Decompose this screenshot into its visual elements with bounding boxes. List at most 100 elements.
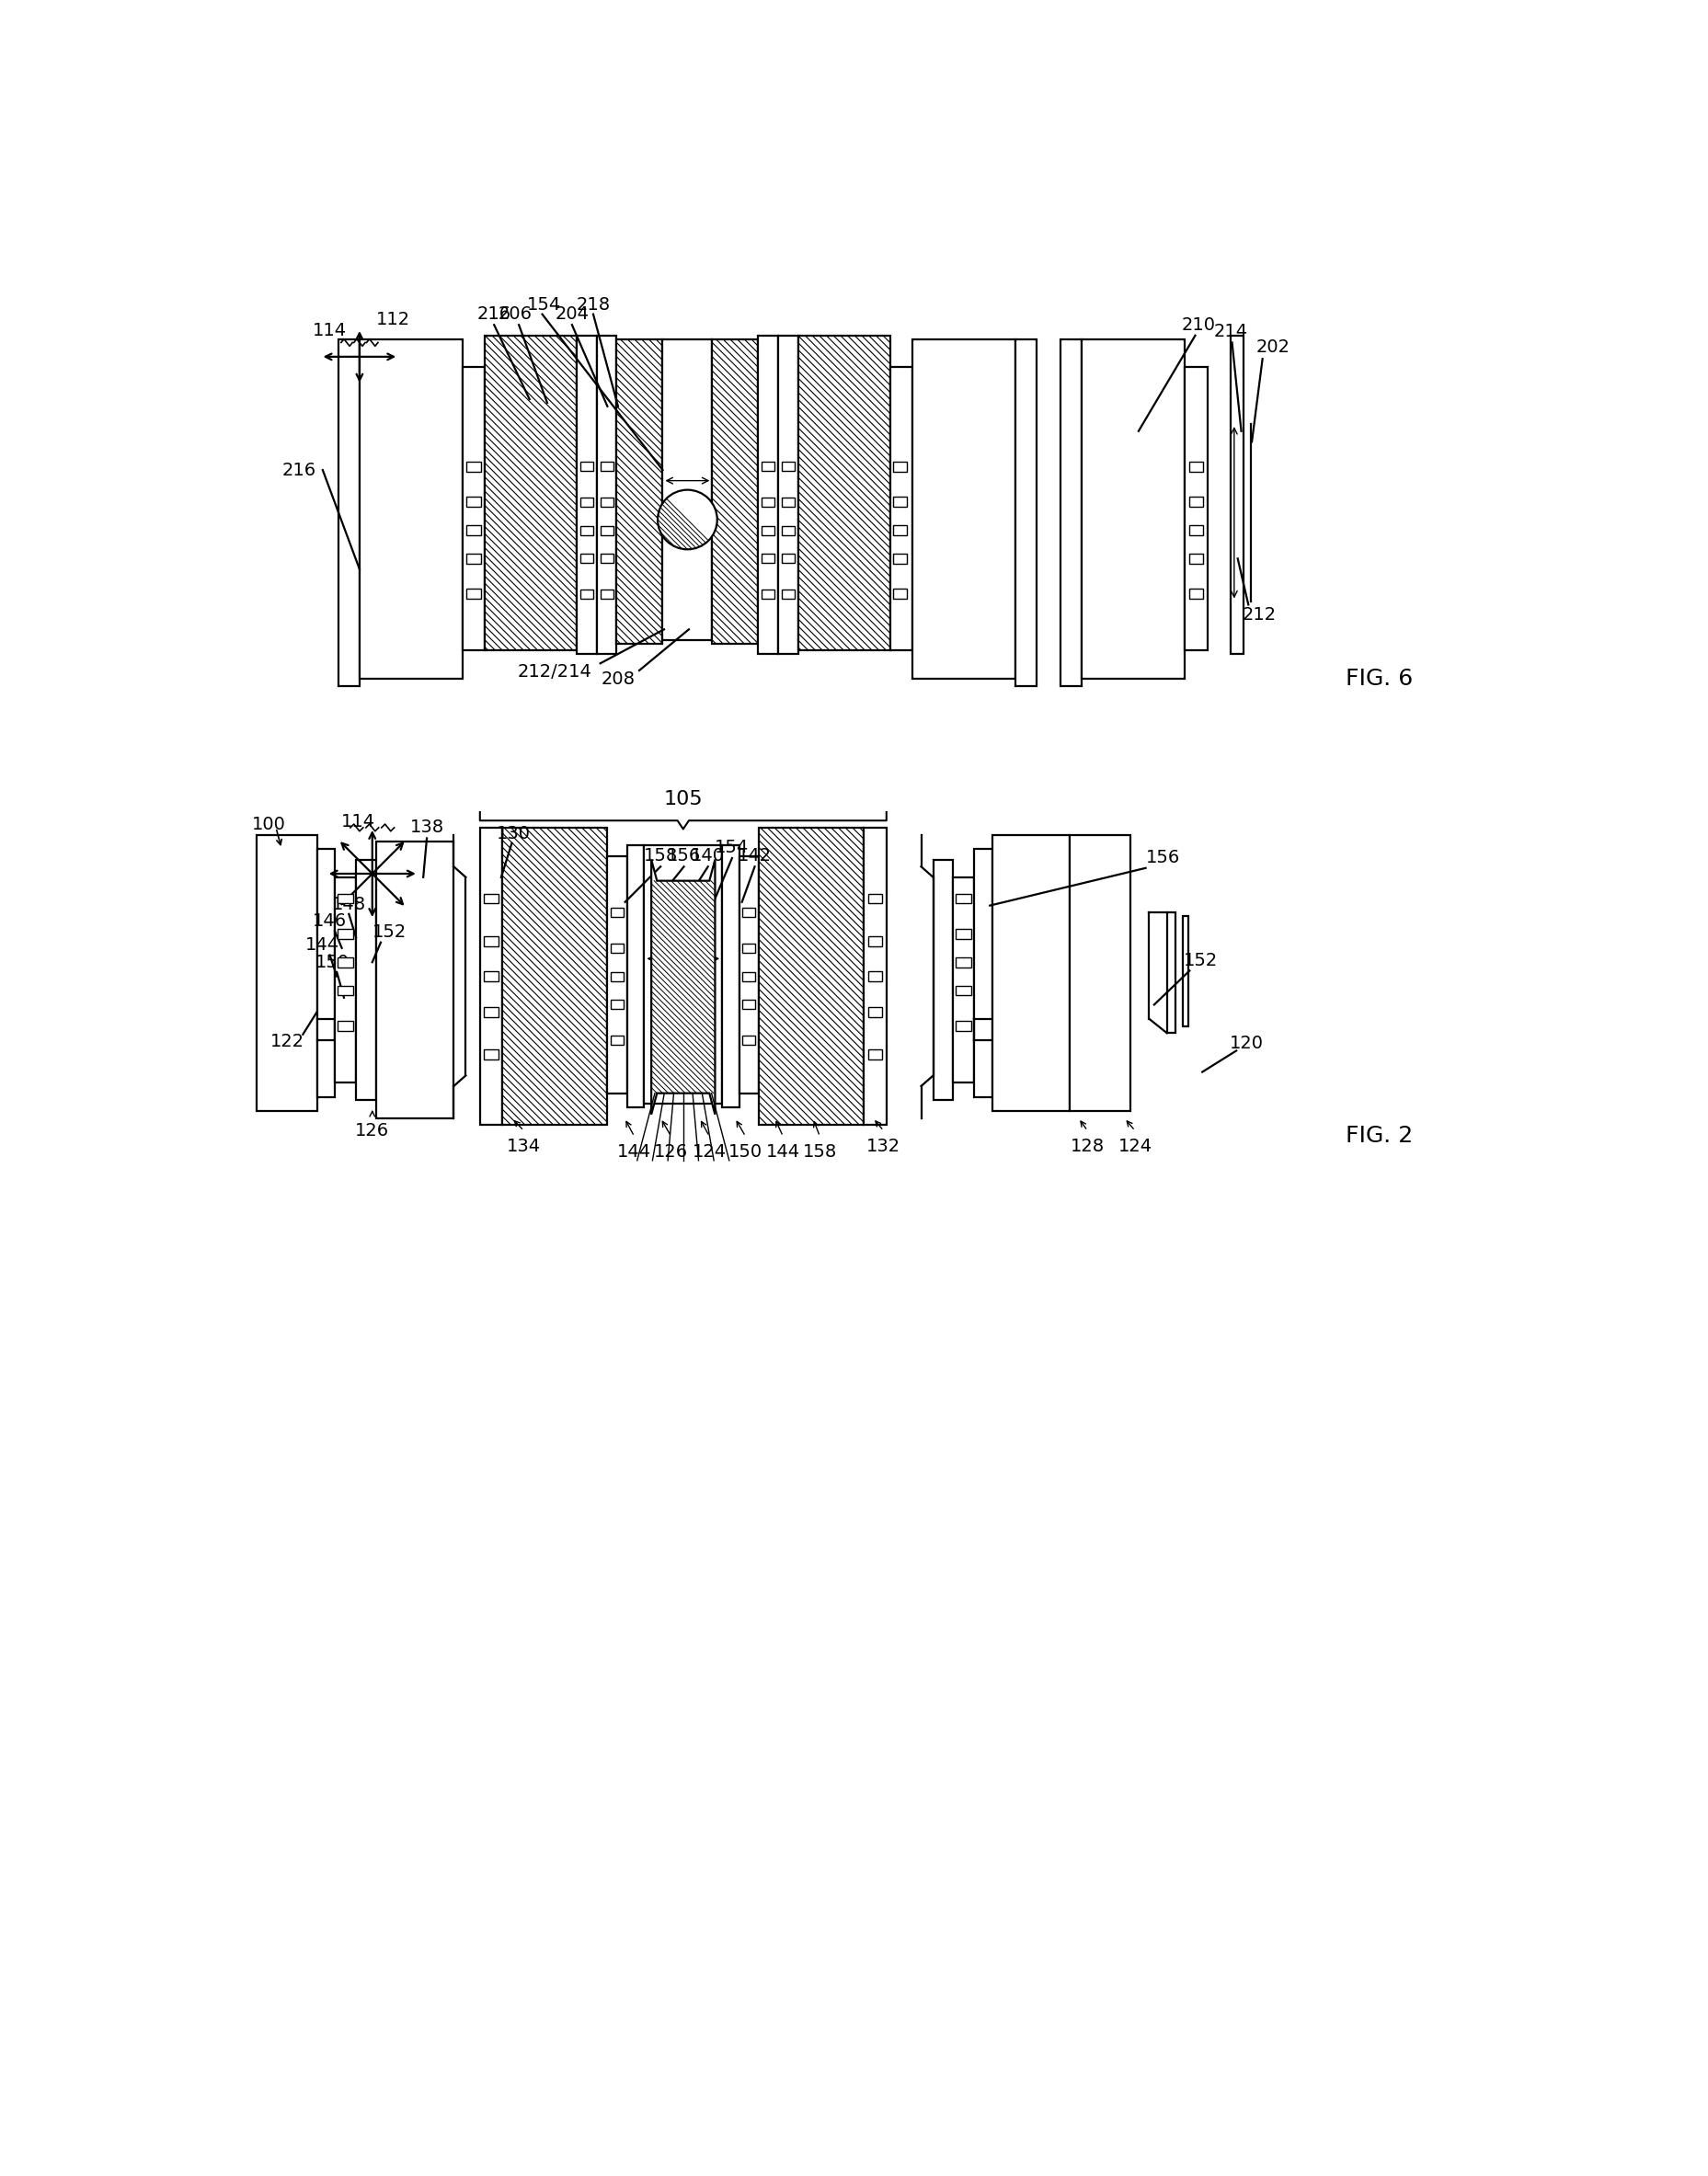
Text: 126: 126: [355, 1123, 389, 1140]
Bar: [1015, 339, 1037, 685]
Bar: [892, 496, 907, 507]
Bar: [712, 339, 758, 644]
Text: 156: 156: [1146, 849, 1180, 866]
Text: 158: 158: [803, 1142, 837, 1160]
Text: 114: 114: [342, 814, 376, 831]
Text: 212: 212: [1242, 607, 1276, 625]
Text: 144: 144: [617, 1142, 651, 1160]
Bar: [933, 860, 953, 1101]
Bar: [863, 827, 886, 1125]
Bar: [722, 844, 740, 1108]
Text: 122: 122: [270, 1034, 304, 1051]
Bar: [892, 524, 907, 535]
Bar: [355, 860, 376, 1101]
Bar: [1081, 339, 1184, 679]
Text: 144: 144: [306, 936, 340, 953]
Bar: [338, 1021, 354, 1031]
Bar: [611, 1001, 623, 1010]
Bar: [974, 849, 991, 1097]
Text: 152: 152: [372, 925, 407, 942]
Text: 154: 154: [526, 296, 560, 313]
Text: 206: 206: [499, 305, 533, 322]
Bar: [892, 590, 907, 598]
Bar: [256, 836, 318, 1112]
Text: 128: 128: [1069, 1138, 1103, 1155]
Bar: [868, 936, 881, 947]
Bar: [743, 944, 755, 953]
Bar: [1069, 836, 1129, 1112]
Text: 112: 112: [376, 311, 410, 329]
Bar: [1189, 524, 1202, 535]
Bar: [743, 1001, 755, 1010]
Bar: [338, 339, 359, 685]
Bar: [466, 461, 480, 472]
Text: 114: 114: [313, 322, 347, 339]
Text: 142: 142: [738, 846, 772, 864]
Bar: [483, 936, 499, 947]
Bar: [376, 842, 454, 1118]
Bar: [338, 986, 354, 994]
Bar: [1189, 553, 1202, 564]
Text: 150: 150: [316, 953, 350, 970]
Bar: [758, 827, 863, 1125]
Bar: [781, 555, 794, 564]
Bar: [606, 855, 627, 1092]
Text: 146: 146: [313, 912, 347, 929]
Text: 216: 216: [282, 461, 316, 479]
Bar: [762, 555, 774, 564]
Bar: [955, 986, 970, 994]
Text: 214: 214: [1213, 324, 1247, 342]
Bar: [466, 553, 480, 564]
Text: 144: 144: [765, 1142, 799, 1160]
Text: 154: 154: [714, 838, 748, 855]
Bar: [1184, 368, 1206, 651]
Text: 150: 150: [728, 1142, 762, 1160]
Bar: [600, 498, 613, 507]
Bar: [581, 461, 593, 470]
Bar: [740, 855, 758, 1092]
Text: 204: 204: [555, 305, 589, 322]
Bar: [600, 555, 613, 564]
Bar: [581, 555, 593, 564]
Text: 156: 156: [666, 846, 700, 864]
Bar: [338, 894, 354, 903]
Bar: [577, 335, 596, 655]
Bar: [611, 973, 623, 981]
Text: 216: 216: [477, 305, 511, 322]
Text: 208: 208: [601, 670, 635, 688]
Bar: [762, 590, 774, 598]
Text: FIG. 6: FIG. 6: [1344, 668, 1413, 690]
Bar: [781, 590, 794, 598]
Bar: [466, 590, 480, 598]
Bar: [596, 335, 617, 655]
Bar: [912, 339, 1015, 679]
Bar: [611, 907, 623, 918]
Text: 140: 140: [690, 846, 724, 864]
Bar: [758, 335, 777, 655]
Bar: [868, 1007, 881, 1016]
Bar: [743, 907, 755, 918]
Bar: [466, 496, 480, 507]
Bar: [502, 827, 606, 1125]
Bar: [777, 335, 798, 655]
Bar: [466, 524, 480, 535]
Text: 124: 124: [692, 1142, 726, 1160]
Bar: [1189, 461, 1202, 472]
Bar: [359, 339, 461, 679]
Bar: [868, 970, 881, 981]
Circle shape: [658, 490, 717, 548]
Bar: [581, 498, 593, 507]
Polygon shape: [651, 860, 714, 1114]
Bar: [600, 590, 613, 598]
Bar: [743, 1036, 755, 1044]
Bar: [955, 1021, 970, 1031]
Bar: [892, 553, 907, 564]
Bar: [1189, 496, 1202, 507]
Text: 132: 132: [866, 1138, 900, 1155]
Bar: [1230, 335, 1243, 655]
Text: 130: 130: [497, 825, 531, 842]
Bar: [581, 590, 593, 598]
Bar: [1167, 912, 1175, 1034]
Text: 202: 202: [1255, 339, 1290, 357]
Bar: [955, 957, 970, 966]
